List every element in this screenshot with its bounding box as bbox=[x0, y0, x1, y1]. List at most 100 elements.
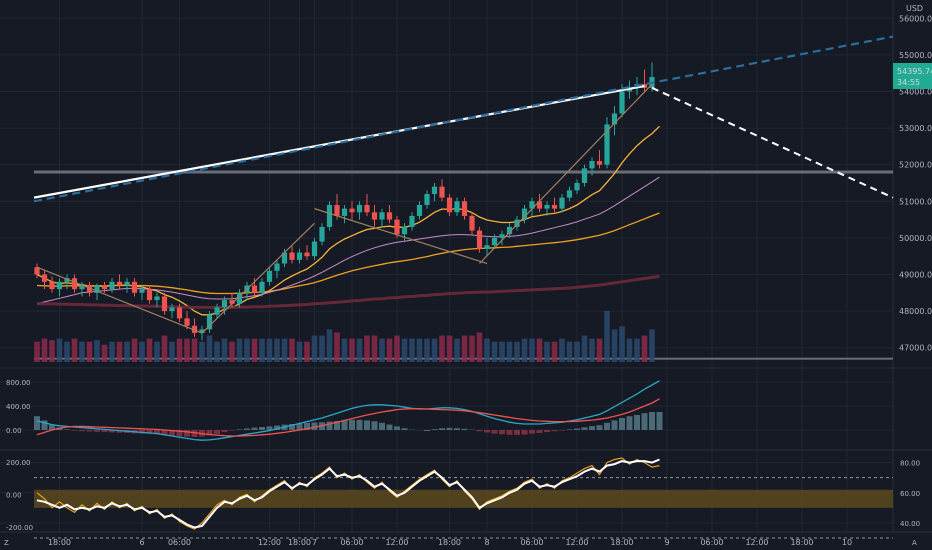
projection-down-dashed bbox=[651, 86, 894, 199]
volume-bar bbox=[431, 338, 438, 362]
price-tick-label: 53000.00 bbox=[899, 124, 932, 133]
trendline-blue-dashed bbox=[33, 35, 894, 203]
macd-histogram-bar bbox=[386, 424, 393, 430]
candle-body bbox=[146, 289, 153, 301]
macd-histogram-bar bbox=[431, 429, 438, 430]
volume-bar bbox=[101, 344, 108, 362]
price-tick-label: 55000.00 bbox=[899, 51, 932, 60]
candle-body bbox=[319, 226, 325, 242]
candle-body bbox=[116, 281, 123, 286]
volume-bar bbox=[521, 338, 528, 362]
fan-line bbox=[201, 222, 315, 334]
candle-body bbox=[109, 281, 115, 290]
macd-tick-label: 0.00 bbox=[6, 427, 22, 435]
volume-bar bbox=[649, 329, 655, 362]
candle-body bbox=[86, 285, 93, 293]
trendline-upper bbox=[33, 84, 645, 199]
candle-body bbox=[566, 190, 573, 198]
macd-histogram-bar bbox=[559, 430, 565, 431]
macd-histogram-bar bbox=[476, 430, 483, 432]
volume-bar bbox=[71, 338, 78, 362]
volume-bar bbox=[551, 341, 558, 362]
macd-histogram-bar bbox=[71, 430, 78, 431]
candle-body bbox=[401, 226, 408, 235]
candle-body bbox=[199, 329, 205, 334]
candle-body bbox=[41, 274, 48, 282]
candle-body bbox=[574, 183, 580, 191]
candle-body bbox=[64, 278, 70, 282]
macd-histogram-bar bbox=[589, 426, 595, 430]
macd-histogram-bar bbox=[619, 418, 625, 430]
grid bbox=[0, 0, 932, 533]
candle-body bbox=[544, 204, 550, 209]
macd-histogram-bar bbox=[334, 421, 340, 430]
macd-histogram-bar bbox=[566, 429, 573, 430]
volume-bar bbox=[491, 341, 498, 362]
volume-bar bbox=[469, 335, 475, 362]
volume-bar bbox=[514, 341, 520, 362]
candle-body bbox=[169, 307, 175, 312]
volume-bar bbox=[229, 341, 235, 362]
candle-body bbox=[176, 307, 183, 319]
volume-bar bbox=[86, 341, 93, 362]
macd-line-signal bbox=[36, 398, 660, 437]
candle-body bbox=[191, 325, 198, 334]
volume-bar bbox=[529, 338, 535, 362]
volume-bar bbox=[506, 341, 513, 362]
volume-bar bbox=[214, 341, 220, 362]
price-tick-label: 54000.00 bbox=[899, 88, 932, 97]
overlays bbox=[36, 125, 660, 316]
candle-body bbox=[506, 226, 513, 235]
macd-histogram-bar bbox=[379, 422, 385, 430]
macd-histogram-bar bbox=[206, 430, 213, 436]
macd-histogram-bar bbox=[274, 425, 280, 430]
volume-bar bbox=[544, 341, 550, 362]
macd-histogram-bar bbox=[574, 428, 580, 430]
price-tick-label: 50000.00 bbox=[899, 234, 932, 243]
volume-bar bbox=[559, 338, 565, 362]
macd-histogram-bar bbox=[154, 430, 160, 435]
last-price-tag[interactable] bbox=[893, 63, 932, 89]
volume-bar bbox=[259, 338, 265, 362]
macd-histogram-bar bbox=[649, 412, 655, 430]
candle-body bbox=[311, 241, 318, 257]
overlay-ema_mid bbox=[36, 212, 660, 295]
candle-body bbox=[619, 91, 625, 114]
volume-bars bbox=[34, 310, 655, 362]
fan-line bbox=[479, 83, 653, 264]
macd-histogram-bar bbox=[251, 427, 258, 430]
support-level-line bbox=[34, 170, 893, 174]
macd-histogram-bar bbox=[641, 413, 648, 430]
macd-histogram-bar bbox=[634, 415, 640, 430]
candle-body bbox=[304, 252, 310, 257]
candle-body bbox=[206, 314, 213, 330]
macd-histogram-bar bbox=[551, 430, 558, 432]
candle-body bbox=[349, 208, 355, 213]
volume-bar bbox=[274, 338, 280, 362]
time-tick-label: 12:00 bbox=[385, 538, 408, 547]
candle-body bbox=[446, 197, 453, 213]
macd-histogram-bar bbox=[311, 422, 318, 430]
volume-bar bbox=[394, 335, 400, 362]
candle-body bbox=[394, 219, 400, 235]
candle-body bbox=[559, 197, 565, 209]
volume-bar bbox=[619, 326, 625, 362]
macd-histogram-bar bbox=[439, 428, 445, 430]
candle-body bbox=[266, 270, 273, 282]
volume-bar bbox=[289, 338, 295, 362]
volume-bar bbox=[124, 341, 130, 362]
candle-body bbox=[596, 161, 603, 165]
time-tick-label: 18:00 bbox=[48, 538, 71, 547]
time-tick-label: 9 bbox=[664, 538, 669, 547]
macd-histogram-bar bbox=[514, 430, 520, 435]
volume-bar bbox=[34, 341, 40, 362]
overlay-ma_slow bbox=[37, 274, 660, 309]
candle-body bbox=[611, 113, 618, 125]
macd-histogram-bar bbox=[304, 422, 310, 430]
overlay-ema_fast bbox=[36, 125, 660, 316]
candle-body bbox=[229, 300, 235, 304]
macd-histogram-bar bbox=[604, 422, 610, 430]
macd-histogram-bar bbox=[41, 420, 48, 430]
volume-bar bbox=[251, 338, 258, 362]
